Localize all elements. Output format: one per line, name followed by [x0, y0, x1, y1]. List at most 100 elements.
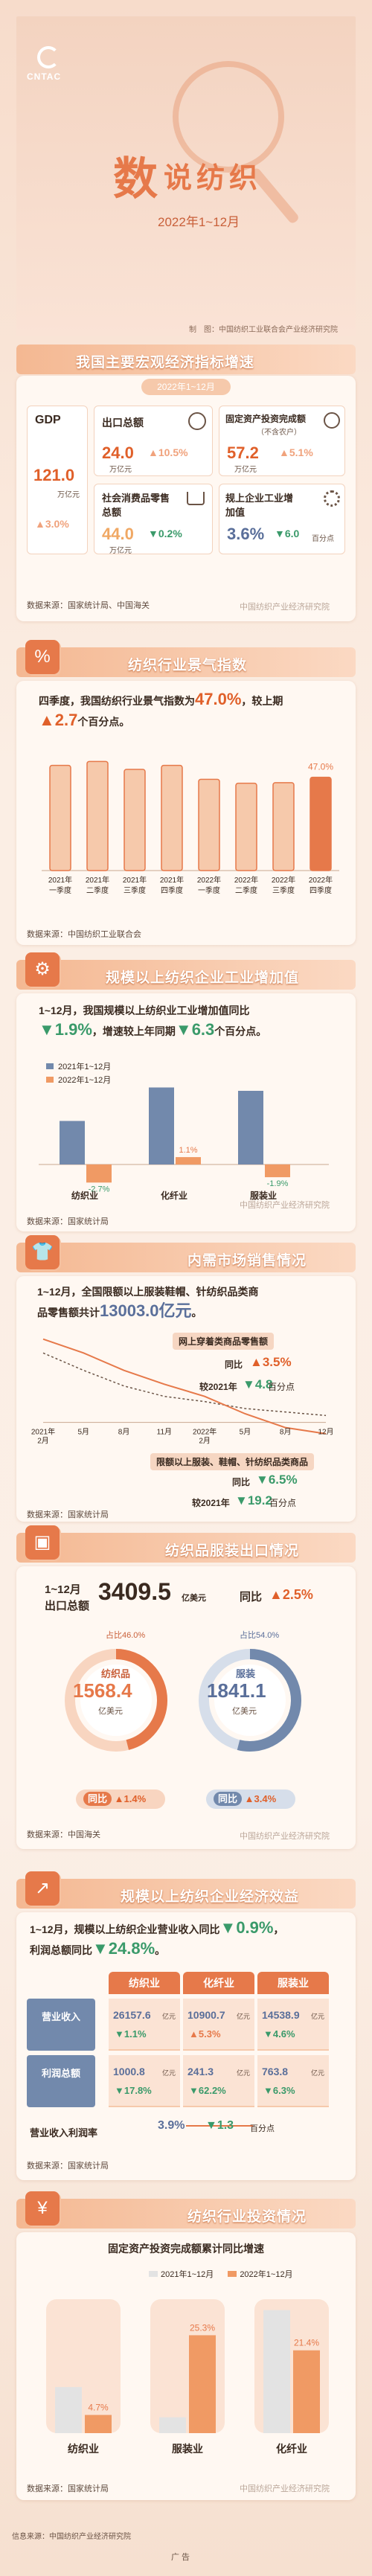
domestic-value: 13003.0亿元 — [100, 1301, 192, 1320]
cell-unit: 亿元 — [237, 2013, 251, 2020]
cell-unit: 亿元 — [237, 2069, 251, 2077]
x-tick-label: 2022年 — [272, 875, 295, 885]
invest-subtitle: 固定资产投资完成额累计同比增速 — [108, 2243, 264, 2255]
money-icon: ¥ — [25, 2191, 60, 2226]
globe-icon — [188, 412, 206, 430]
source-export: 数据来源：中国海关 — [27, 1830, 100, 1839]
apparel-name: 服装 — [236, 1668, 256, 1679]
prosperity-bar-chart: 2021年一季度2021年二季度2021年三季度2021年四季度2022年一季度… — [42, 760, 339, 895]
section-title-text: 纺织品服装出口情况 — [165, 1543, 300, 1559]
line-chart-icon: ↗ — [25, 1871, 60, 1906]
online-box: 网上穿着类商品零售额 同比 ▲3.5% 较2021年 ▼4.8 百分点 — [158, 1333, 344, 1407]
section-title-text: 纺织行业投资情况 — [187, 2209, 307, 2225]
prosperity-change: ▲2.7 — [39, 711, 78, 729]
x-tick-label: 化纤业 — [276, 2443, 307, 2455]
margin-arrow — [186, 2125, 253, 2127]
cell-change: ▼6.3% — [263, 2085, 295, 2096]
apparel-value: 1841.1 — [207, 1679, 266, 1702]
donut-slice — [65, 1649, 167, 1752]
export-yoy: 同比 — [240, 1591, 263, 1603]
bar — [86, 760, 109, 871]
export-label: 出口总额 — [45, 1600, 90, 1612]
x-tick-label: 8月 — [118, 1428, 130, 1437]
footer-source: 信息来源：中国纺织产业经济研究院 — [12, 2533, 131, 2541]
fai-value: 57.2 — [227, 443, 259, 462]
section-title-text: 内需市场销售情况 — [187, 1253, 307, 1269]
textile-unit: 亿美元 — [98, 1707, 123, 1716]
prosperity-value: 47.0% — [195, 690, 242, 708]
limit-cmp: 较2021年 — [192, 1498, 230, 1508]
x-tick-label: 2月 — [199, 1437, 211, 1446]
retail-unit: 万亿元 — [109, 547, 132, 555]
valueadded-change: ▼1.9% — [39, 1020, 92, 1039]
legend-2021-label: 2021年1~12月 — [58, 1063, 112, 1071]
x-tick-label: 5月 — [78, 1428, 90, 1437]
section-prosperity: 四季度，我国纺织行业景气指数为47.0%，较上期 ▲2.7个百分点。 2021年… — [16, 681, 356, 945]
x-tick-label: 纺织业 — [71, 1190, 98, 1201]
bar — [235, 782, 257, 871]
title-big: 数 — [113, 154, 158, 204]
logo-text: CNTAC — [27, 71, 62, 82]
x-tick-label: 2021年 — [123, 875, 147, 885]
industry-label: 规上企业工业增加值 — [225, 493, 294, 518]
section-title-text: 规模以上纺织企业经济效益 — [121, 1889, 300, 1905]
donut-hole — [80, 1665, 152, 1736]
fai-change: ▲5.1% — [279, 446, 313, 458]
section-valueadded-title: ⚙ 规模以上纺织企业工业增加值 — [16, 952, 356, 990]
cell-unit: 亿元 — [311, 2069, 325, 2077]
donut-hole — [214, 1665, 286, 1736]
profit-text-4: 。 — [155, 1944, 166, 1956]
cell-change: ▼1.1% — [115, 2028, 147, 2040]
apparel-share: 占比54.0% — [240, 1631, 280, 1640]
online-cmp-change: ▼4.8 — [243, 1377, 273, 1391]
period-badge: 2022年1~12月 — [141, 379, 231, 395]
gdp-change: ▲3.0% — [35, 518, 69, 530]
limit-box: 限额以上服装、鞋帽、针纺织品类商品 同比 ▼6.5% 较2021年 ▼19.2 … — [150, 1453, 344, 1520]
cell-unit: 亿元 — [311, 2013, 325, 2020]
margin-unit: 百分点 — [250, 2124, 275, 2133]
bar-2022 — [176, 1157, 201, 1164]
bar-2021 — [60, 1121, 85, 1164]
valueadded-text-3: 个百分点。 — [214, 1025, 267, 1037]
bar — [272, 782, 295, 871]
margin-row: 营业收入利润率 3.9% ▼1.3 百分点 — [30, 2119, 350, 2141]
x-tick-label: 12月 — [318, 1428, 333, 1437]
section-domestic: 1~12月，全国限额以上服装鞋帽、针纺织品类商 品零售额共计13003.0亿元。… — [16, 1276, 356, 1522]
x-tick-label: 服装业 — [250, 1190, 277, 1201]
watermark-export: 中国纺织产业经济研究院 — [240, 1832, 330, 1841]
section-title-text: 我国主要宏观经济指标增速 — [76, 355, 255, 371]
cell-value: 26157.6 — [113, 2009, 151, 2021]
section-export-title: ▣ 纺织品服装出口情况 — [16, 1525, 356, 1563]
x-tick-label: 5月 — [240, 1428, 251, 1437]
section-profit-title: ↗ 规模以上纺织企业经济效益 — [16, 1871, 356, 1909]
x-tick-label: 2021年 — [31, 1427, 55, 1437]
legend-2021: 2021年1~12月 — [46, 1060, 111, 1074]
bar-2021 — [159, 2417, 186, 2433]
x-tick-label: 2021年 — [160, 875, 184, 885]
export-total-value: 3409.5 — [98, 1578, 171, 1605]
online-title: 网上穿着类商品零售额 — [173, 1333, 275, 1350]
profit-text-3: 利润总额同比 — [30, 1944, 92, 1956]
x-tick-label: 一季度 — [198, 885, 220, 895]
x-tick-label: 三季度 — [272, 885, 295, 895]
valueadded-text: 1~12月，我国规模以上纺织业工业增加值同比 ▼1.9%，增速较上年同期▼6.3… — [39, 1001, 344, 1041]
apparel-yoy: 同比 — [214, 1792, 243, 1806]
textile-change: ▲1.4% — [114, 1793, 147, 1804]
bar-data-label: 47.0% — [308, 762, 333, 772]
watermark-invest: 中国纺织产业经济研究院 — [240, 2484, 330, 2493]
bar-2022 — [293, 2350, 320, 2433]
bar — [49, 764, 71, 871]
table-header: 纺织业 — [109, 1972, 180, 1994]
retail-card: 社会消费品零售总额 44.0 万亿元 ▼0.2% — [94, 484, 213, 555]
limit-cmp-change: ▼19.2 — [235, 1493, 272, 1508]
gdp-card: GDP 121.0 万亿元 ▲3.0% — [27, 406, 88, 554]
section-valueadded: 1~12月，我国规模以上纺织业工业增加值同比 ▼1.9%，增速较上年同期▼6.3… — [16, 993, 356, 1231]
gear-icon — [324, 490, 340, 507]
margin-change: ▼1.3 — [205, 2119, 234, 2132]
magnifier-icon — [173, 61, 284, 173]
valueadded-change-2: ▼6.3 — [175, 1020, 215, 1039]
share-icon — [324, 412, 340, 429]
valueadded-bar-chart: -2.7%纺织业 1.1% 化纤业 -1.9% 服装业 — [39, 1087, 329, 1201]
donut-slice — [199, 1649, 301, 1752]
